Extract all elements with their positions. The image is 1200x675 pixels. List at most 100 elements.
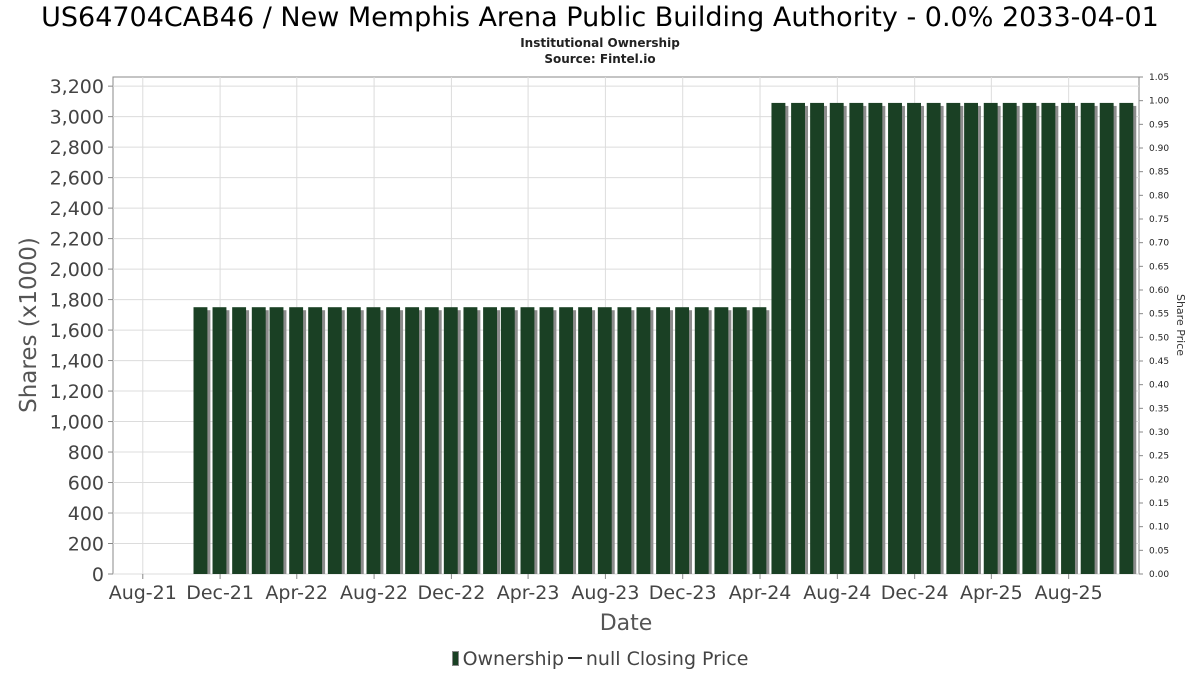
bar-ownership xyxy=(964,102,979,574)
bar-ownership xyxy=(346,307,361,574)
y-tick-label: 0 xyxy=(92,564,104,586)
y2-tick-label: 0.05 xyxy=(1149,546,1169,556)
bar-ownership xyxy=(907,102,921,574)
x-tick-label: Apr-25 xyxy=(960,582,1023,604)
bar-ownership xyxy=(946,102,961,574)
x-tick-label: Apr-23 xyxy=(497,582,560,604)
y-tick-label: 600 xyxy=(68,473,104,495)
y2-tick-label: 0.80 xyxy=(1149,191,1169,201)
bar-ownership xyxy=(888,102,902,574)
bar-ownership xyxy=(1099,102,1114,574)
bar-ownership xyxy=(366,307,381,574)
bar-ownership xyxy=(1119,102,1134,574)
y2-tick-label: 0.50 xyxy=(1149,333,1169,343)
x-axis-ticks: Aug-21 Dec-21 Apr-22 Aug-22 Dec-22 Apr-23 Aug-… xyxy=(109,574,1103,604)
y-tick-label: 2,200 xyxy=(50,229,104,251)
y2-tick-label: 0.55 xyxy=(1149,310,1169,320)
x-tick-label: Dec-24 xyxy=(881,582,949,604)
bar-ownership xyxy=(771,102,786,574)
x-tick-label: Aug-23 xyxy=(571,582,639,604)
bar-ownership xyxy=(636,307,651,574)
y2-tick-label: 0.60 xyxy=(1149,286,1169,296)
bar-ownership xyxy=(656,307,671,574)
y-tick-label: 3,200 xyxy=(50,76,104,98)
bar-ownership xyxy=(732,307,747,574)
bar-ownership xyxy=(752,307,767,574)
y-tick-label: 2,800 xyxy=(50,137,104,159)
chart-subtitle-2: Source: Fintel.io xyxy=(544,52,656,66)
y-tick-label: 1,800 xyxy=(50,290,104,312)
x-tick-label: Dec-21 xyxy=(186,582,254,604)
x-tick-label: Aug-24 xyxy=(803,582,871,604)
bar-ownership xyxy=(1061,102,1075,574)
chart-subtitle-1: Institutional Ownership xyxy=(520,36,680,50)
legend-price-line xyxy=(567,657,582,659)
x-tick-label: Apr-24 xyxy=(729,582,792,604)
bar-ownership xyxy=(559,307,574,574)
y2-tick-label: 0.95 xyxy=(1149,120,1169,130)
y2-tick-label: 0.15 xyxy=(1149,499,1169,509)
bar-ownership xyxy=(1002,102,1017,574)
bar-ownership xyxy=(1080,102,1095,574)
bar-ownership xyxy=(849,102,864,574)
x-axis-label: Date xyxy=(600,611,653,636)
legend-ownership-label: Ownership xyxy=(462,648,564,670)
bar-ownership xyxy=(386,307,401,574)
legend: Ownership null Closing Price xyxy=(0,648,1200,670)
y2-tick-label: 0.70 xyxy=(1149,239,1169,249)
bar-ownership xyxy=(926,102,941,574)
y-axis-ticks: 0 200 400 600 800 1,000 1,200 1,400 1,600 1,800 2,… xyxy=(50,76,113,586)
bar-ownership xyxy=(327,307,342,574)
bar-ownership xyxy=(251,307,266,574)
y2-tick-label: 1.00 xyxy=(1149,97,1169,107)
y2-tick-label: 0.40 xyxy=(1149,381,1169,391)
x-tick-label: Aug-22 xyxy=(340,582,408,604)
bar-ownership xyxy=(714,307,729,574)
y-tick-label: 800 xyxy=(68,442,104,464)
bar-ownership xyxy=(424,307,439,574)
bar-ownership xyxy=(308,307,323,574)
y2-axis-label: Share Price xyxy=(1174,294,1187,356)
chart-title: US64704CAB46 / New Memphis Arena Public … xyxy=(41,2,1159,33)
y2-tick-label: 1.05 xyxy=(1149,73,1169,83)
bar-ownership xyxy=(289,307,304,574)
bar-ownership xyxy=(193,307,208,574)
x-tick-label: Dec-22 xyxy=(418,582,486,604)
x-tick-label: Aug-25 xyxy=(1035,582,1103,604)
bar-ownership xyxy=(212,307,227,574)
y-tick-label: 1,000 xyxy=(50,412,104,434)
y-tick-label: 1,600 xyxy=(50,320,104,342)
bar-ownership xyxy=(539,307,554,574)
y-tick-label: 2,600 xyxy=(50,168,104,190)
bar-ownership xyxy=(500,307,515,574)
y-tick-label: 2,400 xyxy=(50,198,104,220)
y2-tick-label: 0.25 xyxy=(1149,452,1169,462)
bar-ownership xyxy=(617,307,632,574)
bar-ownership xyxy=(443,307,458,574)
y2-tick-label: 0.45 xyxy=(1149,357,1169,367)
x-tick-label: Aug-21 xyxy=(109,582,177,604)
bar-ownership xyxy=(483,307,498,574)
y-tick-label: 200 xyxy=(68,534,104,556)
y2-tick-label: 0.30 xyxy=(1149,428,1169,438)
bar-ownership xyxy=(463,307,478,574)
y2-tick-label: 0.90 xyxy=(1149,144,1169,154)
y2-axis-ticks: 0.00 0.05 0.10 0.15 0.20 0.25 0.30 0.35 0.40 0.45… xyxy=(1139,73,1169,580)
bar-ownership xyxy=(1041,102,1056,574)
bar-ownership xyxy=(810,102,825,574)
y2-tick-label: 0.20 xyxy=(1149,475,1169,485)
y-axis-label: Shares (x1000) xyxy=(16,237,42,413)
y2-tick-label: 0.65 xyxy=(1149,262,1169,272)
y-tick-label: 3,000 xyxy=(50,107,104,129)
y2-tick-label: 0.10 xyxy=(1149,523,1169,533)
bar-ownership xyxy=(694,307,709,574)
bar-ownership xyxy=(829,102,844,574)
bar-ownership xyxy=(675,307,690,574)
bar-ownership xyxy=(405,307,420,574)
bar-ownership xyxy=(791,102,806,574)
y2-tick-label: 0.75 xyxy=(1149,215,1169,225)
bar-ownership xyxy=(269,307,284,574)
bar-ownership xyxy=(597,307,612,574)
bar-ownership xyxy=(232,307,247,574)
y-tick-label: 400 xyxy=(68,503,104,525)
